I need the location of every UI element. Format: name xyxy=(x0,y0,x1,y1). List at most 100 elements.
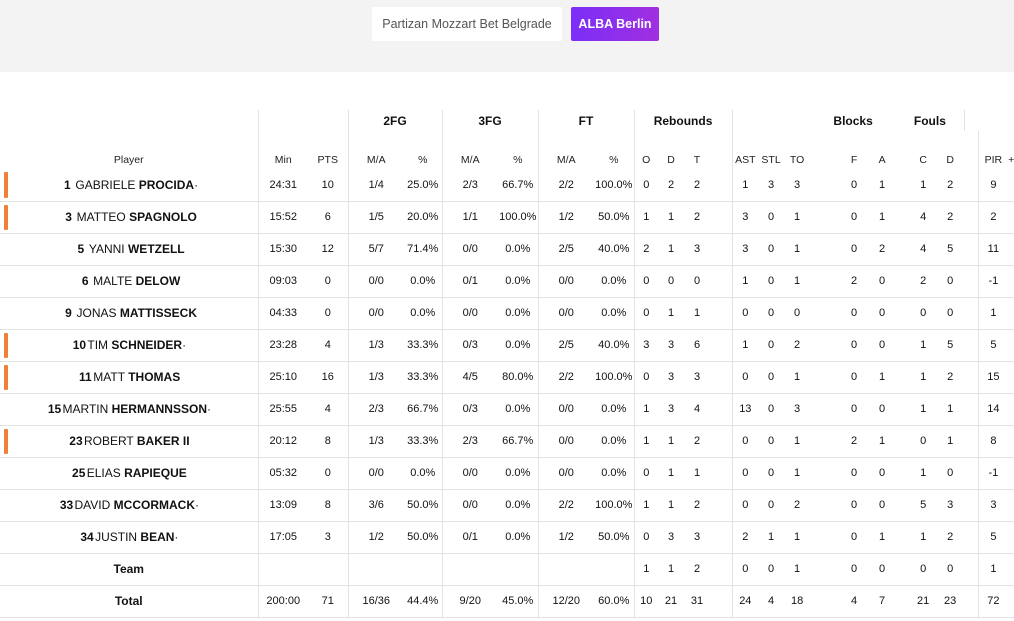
stat-fg2-ma: 1/5 xyxy=(347,201,404,234)
stat-min: 17:05 xyxy=(257,521,308,554)
stat-ast: 0 xyxy=(731,361,759,394)
tab-away-team[interactable]: ALBA Berlin xyxy=(571,7,659,41)
stat-f: 0 xyxy=(840,233,869,266)
col-pir: PIR xyxy=(977,131,1009,169)
stat-ast: 0 xyxy=(731,297,759,330)
player-name-cell[interactable]: 10Tim Schneider· xyxy=(0,329,258,362)
player-name-cell[interactable]: 11 Matt Thomas xyxy=(0,361,258,394)
stat-to: 1 xyxy=(784,201,811,234)
stat-fg2-ma: 16/36 xyxy=(347,585,404,618)
player-name-cell[interactable]: 33David McCormack· xyxy=(0,489,258,522)
stat-d: 0 xyxy=(658,265,685,298)
player-row[interactable]: 6 Malte Delow 09:03 0 0/0 0.0% 0/1 0.0% 0/0 0.0% 0… xyxy=(0,265,1014,298)
player-row[interactable]: 15Martin Hermannsson· 25:55 4 2/3 66.7% 0/3 0.… xyxy=(0,393,1014,426)
player-suffix: · xyxy=(182,338,187,352)
stat-ft-ma: 0/0 xyxy=(537,297,594,330)
stat-fg2-pct xyxy=(404,553,442,586)
col-ft-pct: % xyxy=(609,154,619,166)
player-number: 1 xyxy=(64,177,71,192)
stat-pir: 9 xyxy=(977,169,1009,202)
stat-a: 0 xyxy=(868,393,897,426)
player-name-cell[interactable]: 3 Matteo Spagnolo xyxy=(0,201,258,234)
player-name-cell[interactable]: 9 Jonas Mattisseck xyxy=(0,297,258,330)
stat-fg3-ma: 4/5 xyxy=(441,361,498,394)
player-row[interactable]: 33David McCormack· 13:09 8 3/6 50.0% 0/0 0.0% 2… xyxy=(0,489,1014,522)
stat-fg3-ma: 0/0 xyxy=(441,297,498,330)
player-number: 25 xyxy=(72,466,86,480)
stat-fg3-ma: 0/1 xyxy=(441,265,498,298)
stat-min: 20:12 xyxy=(257,425,308,458)
stat-d: 2 xyxy=(658,169,685,202)
col-blk-a: A xyxy=(878,154,886,166)
player-row[interactable]: 10Tim Schneider· 23:28 4 1/3 33.3% 0/3 0.0% 2/5… xyxy=(0,329,1014,362)
stat-fd: 5 xyxy=(936,329,965,362)
player-suffix: · xyxy=(194,498,199,512)
stat-ft-pct: 50.0% xyxy=(594,201,635,234)
stat-d: 3 xyxy=(658,329,685,362)
stat-o: 0 xyxy=(633,457,659,490)
stat-min: 15:52 xyxy=(257,201,308,234)
player-name-cell[interactable]: 25Elias Rapieque xyxy=(0,457,258,490)
tab-home-team[interactable]: Partizan Mozzart Bet Belgrade xyxy=(372,7,562,41)
stat-fg3-ma: 9/20 xyxy=(441,585,498,618)
player-row[interactable]: 23Robert Baker II 20:12 8 1/3 33.3% 2/3 66.7% 0… xyxy=(0,425,1014,458)
player-number: 3 xyxy=(65,210,72,224)
stat-d: 1 xyxy=(658,297,685,330)
stat-fg2-pct: 44.4% xyxy=(404,585,442,618)
player-name-cell[interactable]: 5 Yanni Wetzell xyxy=(0,233,258,266)
stat-fd: 2 xyxy=(936,201,965,234)
stat-a: 0 xyxy=(868,329,897,362)
stat-d: 21 xyxy=(658,585,685,618)
stat-d: 1 xyxy=(658,457,685,490)
player-row[interactable]: 1 Gabriele Procida· 24:31 10 1/4 25.0% 2/3 66.7… xyxy=(0,169,1014,202)
stat-o: 1 xyxy=(633,201,659,234)
stat-fg3-pct: 80.0% xyxy=(498,361,538,394)
stat-pm xyxy=(1008,265,1014,298)
player-name-cell[interactable]: 15Martin Hermannsson· xyxy=(0,393,258,426)
player-row[interactable]: 5 Yanni Wetzell 15:30 12 5/7 71.4% 0/0 0.0% 2/5 4… xyxy=(0,233,1014,266)
stat-fg2-pct: 71.4% xyxy=(404,233,442,266)
stat-fg3-pct: 0.0% xyxy=(498,393,538,426)
stat-pir: 14 xyxy=(977,393,1009,426)
player-row[interactable]: 3 Matteo Spagnolo 15:52 6 1/5 20.0% 1/1 100.0% 1… xyxy=(0,201,1014,234)
player-number: 9 xyxy=(65,306,72,320)
stat-ft-ma: 2/5 xyxy=(537,329,594,362)
player-row[interactable]: 25Elias Rapieque 05:32 0 0/0 0.0% 0/0 0.0% 0/0 0… xyxy=(0,457,1014,490)
stat-c: 2 xyxy=(910,265,937,298)
stat-fd: 2 xyxy=(936,169,965,202)
stat-fg2-ma: 3/6 xyxy=(347,489,404,522)
stat-fd: 0 xyxy=(936,553,965,586)
stat-d: 1 xyxy=(658,489,685,522)
stat-fg2-pct: 0.0% xyxy=(404,457,442,490)
stat-a: 0 xyxy=(868,553,897,586)
stat-pts: 3 xyxy=(308,521,348,554)
stat-a: 1 xyxy=(868,361,897,394)
player-name-cell[interactable]: 1 Gabriele Procida· xyxy=(0,169,258,202)
player-row[interactable]: 11 Matt Thomas 25:10 16 1/3 33.3% 4/5 80.0% 2/2 1… xyxy=(0,361,1014,394)
stat-a: 1 xyxy=(868,425,897,458)
col-pts: PTS xyxy=(317,154,338,166)
stat-pts: 10 xyxy=(308,169,348,202)
player-number: 15 xyxy=(47,402,62,416)
player-name-cell[interactable]: 6 Malte Delow xyxy=(0,265,258,298)
stat-pm xyxy=(1008,553,1014,586)
col-plus-minus: +/- xyxy=(1008,154,1014,166)
player-name-cell[interactable]: 23Robert Baker II xyxy=(0,425,258,458)
stat-o: 0 xyxy=(633,297,659,330)
stat-min: 23:28 xyxy=(257,329,308,362)
stat-fg3-ma: 0/3 xyxy=(441,329,498,362)
player-row[interactable]: 9 Jonas Mattisseck 04:33 0 0/0 0.0% 0/0 0.0% 0/0… xyxy=(0,297,1014,330)
stat-min: 24:31 xyxy=(257,169,308,202)
player-name-cell[interactable]: 34Justin Bean· xyxy=(0,521,258,554)
stat-fg3-ma: 0/3 xyxy=(441,393,498,426)
stat-pir: 1 xyxy=(977,553,1009,586)
stat-pir: 1 xyxy=(977,297,1009,330)
stat-stl: 0 xyxy=(758,361,785,394)
stat-c: 1 xyxy=(910,457,937,490)
player-last-name: Wetzell xyxy=(127,242,185,256)
stat-to: 1 xyxy=(784,233,811,266)
stat-fg2-ma: 5/7 xyxy=(347,233,404,266)
player-row[interactable]: 34Justin Bean· 17:05 3 1/2 50.0% 0/1 0.0% 1/2 50… xyxy=(0,521,1014,554)
stat-d: 3 xyxy=(658,361,685,394)
stat-o: 1 xyxy=(633,553,659,586)
